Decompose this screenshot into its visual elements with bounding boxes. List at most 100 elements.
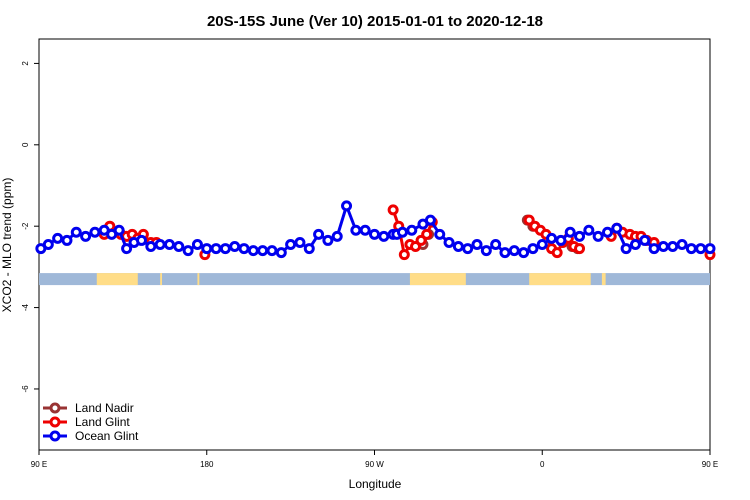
data-point bbox=[685, 243, 697, 255]
data-point bbox=[480, 245, 492, 257]
data-point bbox=[266, 245, 278, 257]
data-point bbox=[592, 230, 604, 242]
data-point bbox=[229, 241, 241, 253]
data-point bbox=[163, 239, 175, 250]
y-tick-label: -6 bbox=[21, 385, 30, 393]
data-point bbox=[275, 247, 287, 259]
data-point bbox=[555, 234, 567, 246]
legend-label-ocean-glint: Ocean Glint bbox=[75, 429, 139, 443]
data-point bbox=[536, 239, 548, 250]
data-point bbox=[322, 234, 334, 246]
data-point bbox=[421, 228, 433, 240]
data-point bbox=[667, 241, 679, 253]
data-point bbox=[173, 241, 185, 253]
data-point bbox=[657, 241, 669, 253]
data-point bbox=[564, 226, 576, 238]
axes: 90 E 180 90 W 0 90 E 2 0 -2 -4 -6 bbox=[21, 61, 718, 469]
data-point bbox=[219, 243, 231, 255]
data-point bbox=[89, 226, 101, 238]
data-point bbox=[527, 243, 539, 255]
data-point bbox=[406, 224, 418, 236]
data-point bbox=[629, 239, 641, 250]
y-tick-label: -4 bbox=[21, 303, 30, 311]
x-tick-label: 0 bbox=[540, 460, 545, 469]
land-band-segment bbox=[96, 273, 138, 286]
data-point bbox=[154, 239, 166, 250]
land-band-segment bbox=[197, 273, 200, 286]
data-point bbox=[704, 243, 716, 255]
data-point bbox=[285, 239, 297, 250]
data-point bbox=[369, 228, 380, 240]
data-point bbox=[70, 226, 82, 238]
land-band-segment bbox=[409, 273, 466, 286]
series-ocean-glint bbox=[35, 200, 716, 259]
data-point bbox=[424, 214, 436, 226]
data-point bbox=[52, 232, 64, 244]
data-point bbox=[257, 245, 269, 257]
data-point bbox=[396, 226, 408, 238]
data-point bbox=[434, 228, 446, 240]
data-point bbox=[574, 230, 586, 242]
data-point bbox=[601, 226, 613, 238]
legend-marker-land-glint bbox=[49, 416, 61, 428]
data-point bbox=[42, 239, 54, 250]
data-point bbox=[639, 234, 651, 246]
data-point bbox=[331, 230, 343, 242]
data-point bbox=[294, 236, 306, 248]
data-point bbox=[551, 247, 563, 259]
x-tick-label: 90 E bbox=[702, 460, 718, 469]
data-point bbox=[191, 239, 203, 250]
x-axis-label: Longitude bbox=[349, 477, 402, 491]
data-point bbox=[499, 247, 511, 259]
data-point bbox=[471, 239, 483, 250]
ocean-band bbox=[39, 273, 710, 286]
legend-marker-ocean-glint bbox=[49, 430, 61, 442]
data-point bbox=[387, 204, 399, 216]
data-point bbox=[80, 230, 92, 242]
y-tick-label: 2 bbox=[21, 61, 30, 66]
x-tick-label: 90 E bbox=[31, 460, 47, 469]
data-point bbox=[201, 243, 213, 255]
data-point bbox=[620, 243, 632, 255]
data-series bbox=[35, 200, 716, 261]
data-point bbox=[313, 228, 325, 240]
data-point bbox=[583, 224, 595, 236]
data-point bbox=[238, 243, 250, 255]
legend: Land Nadir Land Glint Ocean Glint bbox=[43, 401, 139, 443]
data-point bbox=[462, 243, 474, 255]
data-point bbox=[490, 239, 502, 250]
data-point bbox=[443, 236, 455, 248]
y-tick-label: 0 bbox=[21, 142, 30, 147]
data-point bbox=[676, 239, 688, 250]
legend-label-land-glint: Land Glint bbox=[75, 415, 130, 429]
x-tick-label: 90 W bbox=[365, 460, 384, 469]
data-point bbox=[121, 243, 133, 255]
land-band-segment bbox=[160, 273, 163, 286]
data-point bbox=[508, 245, 520, 257]
y-tick-label: -2 bbox=[21, 222, 30, 230]
chart-title: 20S-15S June (Ver 10) 2015-01-01 to 2020… bbox=[207, 13, 543, 30]
data-point bbox=[574, 243, 586, 255]
data-point bbox=[546, 232, 558, 244]
data-point bbox=[518, 247, 530, 259]
land-band-segment bbox=[529, 273, 591, 286]
data-point bbox=[359, 224, 371, 236]
data-point bbox=[61, 234, 73, 246]
x-tick-label: 180 bbox=[200, 460, 214, 469]
legend-marker-land-nadir bbox=[49, 402, 61, 414]
data-point bbox=[695, 243, 707, 255]
data-point bbox=[182, 245, 194, 257]
data-point bbox=[303, 243, 315, 255]
data-point bbox=[648, 243, 660, 255]
data-point bbox=[378, 230, 390, 242]
data-point bbox=[136, 234, 148, 246]
data-point bbox=[113, 224, 125, 236]
data-point bbox=[350, 224, 362, 236]
land-band-segment bbox=[601, 273, 606, 286]
legend-label-land-nadir: Land Nadir bbox=[75, 401, 134, 415]
surface-type-band bbox=[39, 273, 710, 286]
data-point bbox=[611, 222, 623, 234]
y-axis-label: XCO2 - MLO trend (ppm) bbox=[0, 178, 14, 313]
data-point bbox=[398, 249, 410, 261]
